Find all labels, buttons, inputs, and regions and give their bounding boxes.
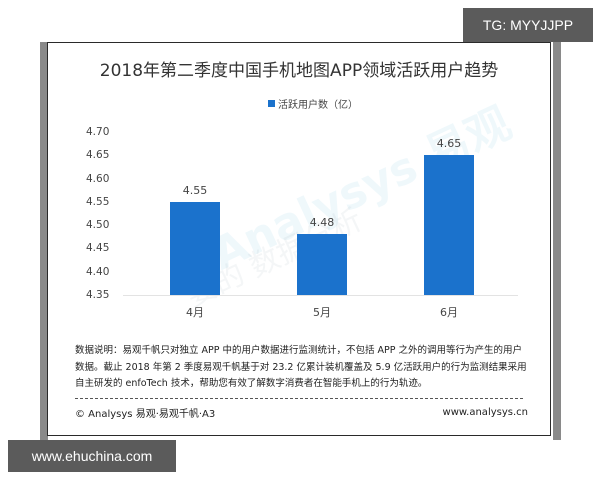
note-line-3: 自主研发的 enfoTech 技术，帮助您有效了解数字消费者在智能手机上的行为轨… [75,378,428,389]
legend-label: 活跃用户数（亿） [278,100,358,111]
dashed-divider [75,398,523,399]
chart-title: 2018年第二季度中国手机地图APP领域活跃用户趋势 [99,61,499,81]
y-tick-label: 4.40 [86,265,110,278]
bar-value-label: 4.48 [309,216,335,230]
data-note: 数据说明：易观千帆只对独立 APP 中的用户数据进行监测统计，不包括 APP 之… [75,343,530,393]
y-tick-label: 4.55 [86,195,110,208]
y-tick-label: 4.70 [86,126,110,138]
y-tick-label: 4.60 [86,172,110,185]
y-tick-label: 4.45 [86,242,110,255]
overlay-tag-top-right: TG: MYYJJPP [463,8,593,42]
legend-swatch-icon [268,100,275,107]
frame-shadow-left [40,42,48,440]
chart-card: Analysys 易观 要的 数据分析 2018年第二季度中国手机地图APP领域… [47,42,551,436]
x-category-label: 5月 [313,306,331,319]
overlay-tag-bottom-left: www.ehuchina.com [8,440,176,472]
bar-3 [424,155,474,295]
source-url: www.analysys.cn [442,407,528,418]
x-category-label: 4月 [186,306,204,319]
note-line-2: 数据。截止 2018 年第 2 季度易观千帆基于对 23.2 亿累计装机覆盖及 … [75,361,527,373]
bar-1 [170,201,220,295]
y-tick-label: 4.35 [86,289,110,301]
x-category-label: 6月 [440,306,458,319]
note-line-1: 数据说明：易观千帆只对独立 APP 中的用户数据进行监测统计，不包括 APP 之… [75,345,522,356]
bar-2 [297,234,347,295]
plot-area: 4.70 4.65 4.60 4.55 4.50 4.45 4.40 4.35 4.55 4月 4.… [48,43,552,343]
x-axis-line [123,295,518,296]
y-tick-label: 4.50 [86,219,110,232]
copyright-text: © Analysys 易观·易观千帆·A3 [75,409,216,420]
bar-value-label: 4.65 [436,137,462,151]
frame-shadow-right [553,42,561,440]
y-tick-label: 4.65 [86,149,110,162]
chart-legend: 活跃用户数（亿） [268,96,358,111]
bar-value-label: 4.55 [182,183,208,197]
